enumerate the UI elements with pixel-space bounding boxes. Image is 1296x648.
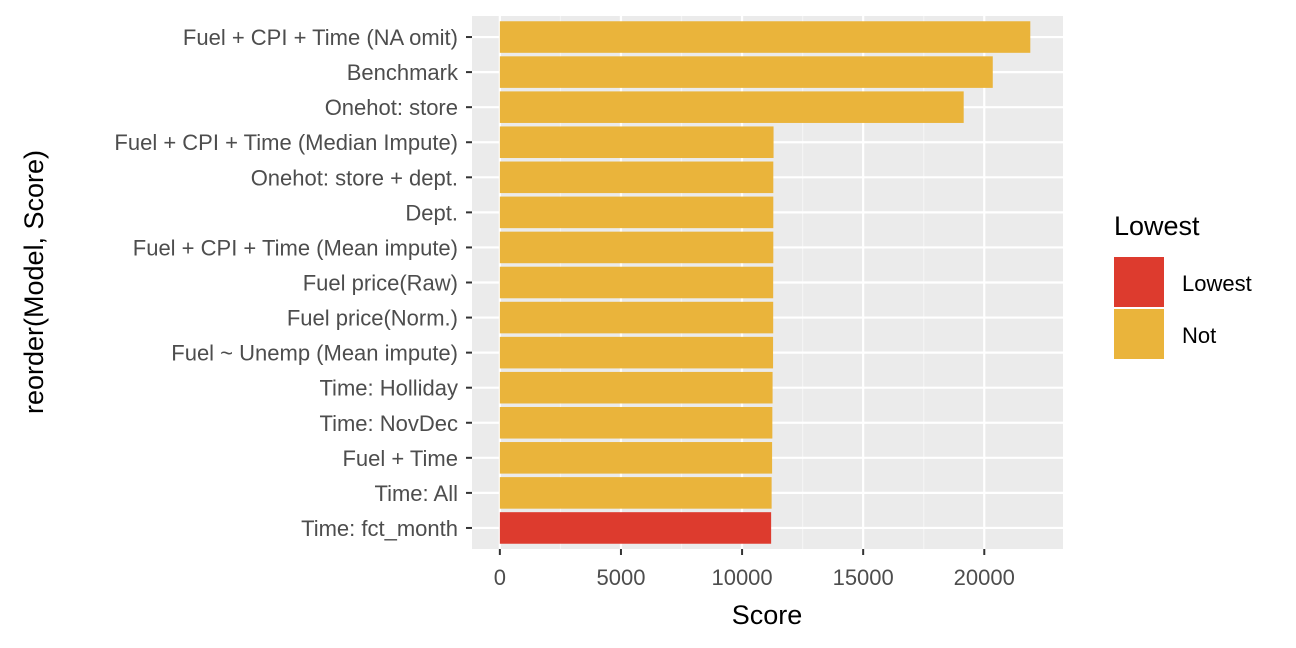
bar-onehot-store-dept [499, 161, 774, 194]
y-tick-label: Time: fct_month [301, 516, 458, 541]
bar-onehot-store [499, 91, 964, 123]
y-tick-label: Fuel + CPI + Time (NA omit) [183, 25, 458, 50]
bar-benchmark [499, 56, 993, 88]
y-tick-label: Fuel + CPI + Time (Mean impute) [133, 235, 458, 260]
legend-key-not [1114, 309, 1164, 359]
bar-fuel-cpi-time-na-omit [499, 21, 1031, 53]
bars [499, 21, 1031, 544]
bar-fuel-cpi-time-median-impute [499, 126, 774, 159]
legend-label-not: Not [1182, 323, 1216, 348]
bar-dept [499, 196, 774, 229]
legend-label-lowest: Lowest [1182, 271, 1252, 296]
bar-time-novdec [499, 406, 773, 439]
y-tick-label: Dept. [405, 200, 458, 225]
legend-key-lowest [1114, 257, 1164, 307]
x-tick-label: 20000 [954, 565, 1015, 590]
y-tick-label: Time: All [374, 481, 458, 506]
y-tick-label: Onehot: store + dept. [251, 165, 458, 190]
legend-title: Lowest [1114, 211, 1200, 241]
bar-time-holliday [499, 371, 773, 404]
bar-time-fct-month [499, 512, 772, 544]
bar-time-all [499, 477, 772, 509]
y-tick-label: Time: NovDec [319, 411, 458, 436]
y-tick-label: Fuel price(Raw) [303, 271, 458, 296]
y-tick-label: Onehot: store [325, 95, 458, 120]
bar-fuel-price-norm [499, 301, 774, 334]
y-axis-title: reorder(Model, Score) [19, 150, 49, 414]
y-tick-label: Fuel + Time [342, 446, 458, 471]
x-axis: 0 5000 10000 15000 20000 [494, 549, 1015, 590]
y-tick-label: Time: Holliday [319, 376, 458, 401]
x-tick-label: 0 [494, 565, 506, 590]
bar-fuel-unemp-mean-impute [499, 336, 774, 369]
y-tick-label: Fuel price(Norm.) [287, 306, 458, 331]
x-tick-label: 10000 [711, 565, 772, 590]
y-tick-label: Benchmark [347, 60, 459, 85]
y-tick-label: Fuel ~ Unemp (Mean impute) [171, 341, 458, 366]
bar-fuel-time [499, 442, 773, 474]
legend: Lowest Lowest Not [1114, 211, 1252, 359]
y-axis: Fuel + CPI + Time (NA omit) Benchmark Oneh… [114, 25, 472, 541]
x-tick-label: 15000 [833, 565, 894, 590]
bar-fuel-price-raw [499, 266, 774, 299]
x-tick-label: 5000 [596, 565, 645, 590]
bar-fuel-cpi-time-mean-impute [499, 231, 774, 264]
x-axis-title: Score [732, 600, 803, 630]
y-tick-label: Fuel + CPI + Time (Median Impute) [114, 130, 458, 155]
